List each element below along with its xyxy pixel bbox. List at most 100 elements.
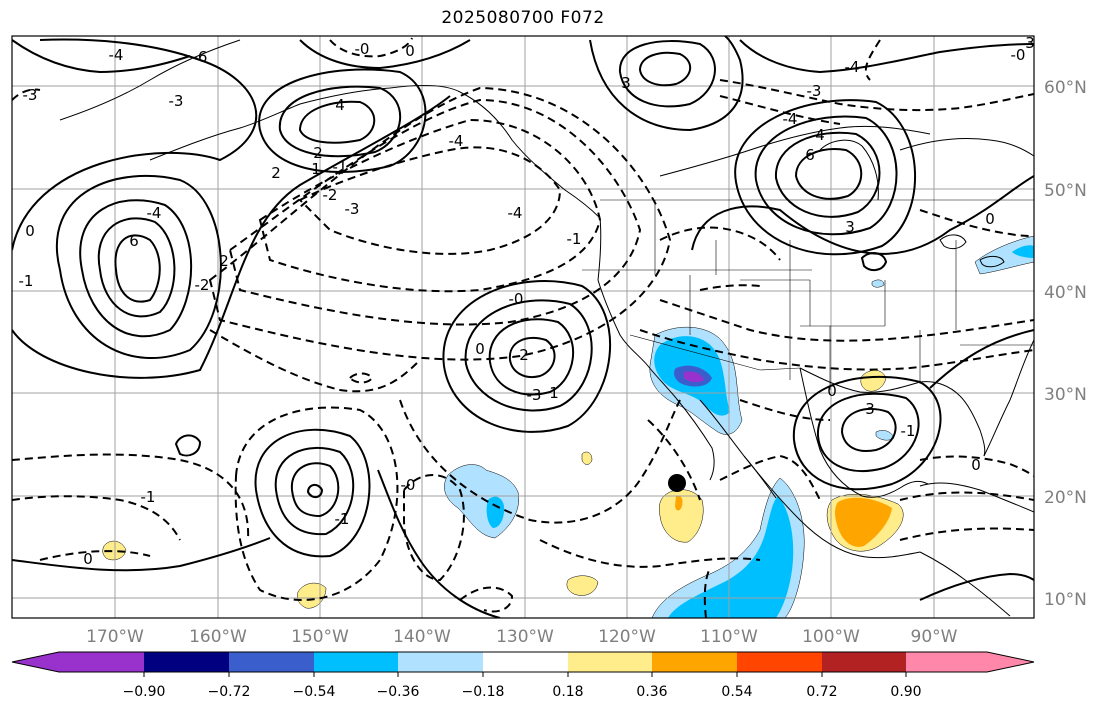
lon-label-150w: 150°W [291, 627, 349, 647]
lon-label-100w: 100°W [802, 627, 860, 647]
dashed-gulf-alaska-low-3 [228, 98, 642, 326]
dashed-west-1 [12, 453, 250, 541]
colorbar-segment [229, 652, 314, 672]
contour-arctic-high-3 [589, 36, 744, 132]
contour-label: -0 [509, 290, 524, 308]
map-frame [11, 35, 1035, 619]
coastlines [59, 39, 1034, 617]
contour-subtropic-1 [12, 537, 271, 572]
colorbar-segment [568, 652, 652, 672]
colorbar-tick-label: −0.54 [293, 684, 336, 700]
storm-center-marker [668, 474, 686, 492]
contour-label: -2 [195, 276, 210, 294]
contour-high-north-pacific-3 [79, 199, 193, 338]
lon-label-140w: 140°W [393, 627, 451, 647]
dashed-gulf-alaska-low-2 [258, 118, 602, 293]
contour-aleutian-high-3 [258, 68, 427, 173]
colorbar: −0.90 −0.72 −0.54 −0.36 −0.18 0.18 0.36 … [11, 651, 1035, 700]
dashed-canada-1 [719, 79, 1034, 112]
colorbar-tick-label: 0.90 [890, 684, 921, 700]
contour-arctic-high-1 [638, 51, 691, 87]
contour-subtropic-2 [377, 469, 501, 618]
dashed-epac-4 [703, 567, 711, 618]
contour-label: 3 [845, 218, 855, 236]
colorbar-segment [906, 652, 987, 672]
contour-label: 1 [311, 160, 321, 178]
great-lakes [939, 234, 1005, 268]
lat-label-20n: 20°N [1044, 488, 1087, 508]
contour-central-pac-4 [254, 428, 371, 558]
contour-label: -3 [807, 82, 822, 100]
florida-coast [959, 395, 986, 457]
contour-high-north-pacific-1 [114, 234, 161, 303]
mexico-gulf-coast [799, 367, 929, 498]
contour-label: -1 [901, 422, 916, 440]
caribbean-coast [919, 482, 1034, 513]
contour-label: -1 [141, 488, 156, 506]
shade-baja-orange [675, 495, 683, 511]
map-panel: -4 -6 -3 -3 -0 0 4 3 -4 -3 -0 3 2 1 2 -1… [12, 36, 1034, 618]
colorbar-segment [144, 652, 229, 672]
contour-label: 6 [805, 146, 815, 164]
dashed-plains-3 [699, 284, 761, 291]
contour-hudson-high-2 [774, 131, 881, 218]
contour-label: 0 [827, 382, 837, 400]
dashed-east-pac-2 [539, 539, 761, 568]
colorbar-segment [652, 652, 737, 672]
contour-label: 0 [971, 456, 981, 474]
contour-hudson-high-3 [754, 115, 898, 236]
contour-bering [12, 39, 191, 74]
contour-label: -3 [345, 200, 360, 218]
dashed-east-pac-1 [403, 474, 465, 582]
colorbar-segment [483, 652, 568, 672]
contour-label: -0 [1011, 46, 1026, 64]
contour-label: -3 [23, 86, 38, 104]
contour-label: -4 [449, 132, 464, 150]
canada-coast [659, 125, 931, 177]
dashed-arctic-low [329, 37, 413, 58]
dashed-cpac-ring [234, 406, 399, 601]
contour-north-edge [739, 39, 1034, 74]
contour-label: 0 [25, 222, 35, 240]
contour-label: 0 [83, 550, 93, 568]
contour-label: 2 [271, 164, 281, 182]
contour-hudson-high-5 [691, 175, 1034, 255]
dashed-south-4 [899, 527, 1034, 541]
dashed-northeast-1 [864, 39, 881, 81]
lat-label-40n: 40°N [1044, 283, 1087, 303]
us-west-coast [597, 217, 677, 399]
contour-label: 0 [985, 210, 995, 228]
shade-wpac-yellow-4 [581, 451, 593, 465]
contour-hudson-high-4 [734, 99, 917, 256]
contour-label: 0 [475, 340, 485, 358]
contour-label: -6 [193, 48, 208, 66]
colorbar-tick-label: 0.72 [806, 684, 837, 700]
dashed-lakes [659, 226, 781, 261]
contour-label: -1 [335, 510, 350, 528]
dashed-south-3 [899, 491, 1034, 501]
lon-label-110w: 110°W [700, 627, 758, 647]
contour-label: -4 [109, 46, 124, 64]
colorbar-segment [398, 652, 483, 672]
dashed-east-pac-3 [459, 586, 514, 613]
contour-label: -4 [508, 204, 523, 222]
colorbar-segment [822, 652, 906, 672]
solid-contours [12, 36, 1034, 618]
mexico-west-coast [743, 455, 921, 559]
shade-sw-us-purple [684, 371, 704, 383]
contour-central-pac-3 [274, 447, 355, 536]
gulf-coast [799, 367, 961, 397]
lon-label-130w: 130°W [496, 627, 554, 647]
shade-wpac-yellow-1 [102, 540, 127, 561]
contour-gulf-high-3 [792, 375, 942, 491]
shade-gulf-light-blue [875, 430, 895, 441]
contour-label: 2 [219, 252, 229, 270]
colorbar-segment [987, 652, 1034, 672]
dashed-northeast-2 [919, 209, 1034, 237]
dashed-canada-2 [719, 95, 841, 125]
shade-pacific-medium [486, 496, 505, 528]
contour-caribbean [919, 572, 1034, 601]
contour-central-pac-1 [306, 484, 324, 498]
dashed-south-2 [919, 455, 1034, 477]
